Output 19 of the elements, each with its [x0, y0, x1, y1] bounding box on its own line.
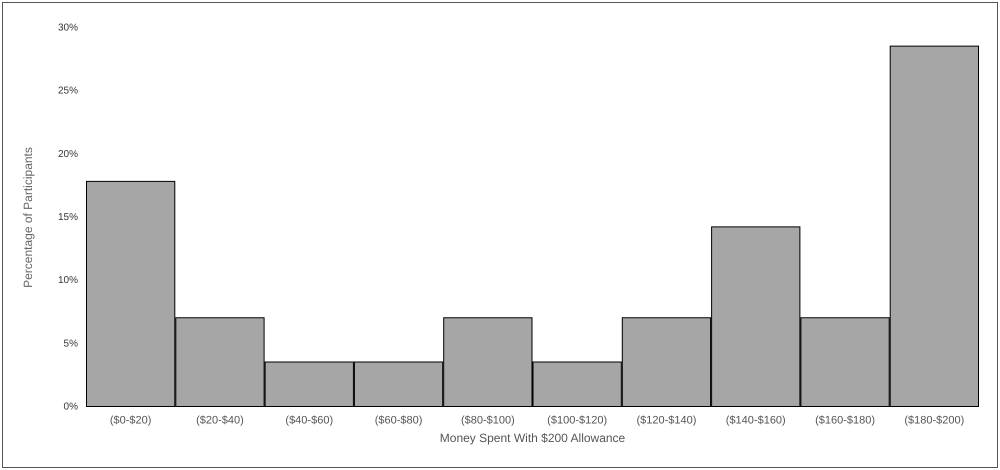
x-tick-label: ($40-$60) — [285, 414, 334, 426]
y-axis-title: Percentage of Participants — [21, 147, 35, 288]
x-tick-label: ($60-$80) — [374, 414, 422, 426]
x-tick-label: ($100-$120) — [547, 414, 608, 426]
y-tick-label: 15% — [58, 212, 78, 223]
x-tick-label: ($80-$100) — [460, 414, 515, 426]
x-tick-label: ($140-$160) — [726, 414, 786, 426]
y-tick-label: 10% — [58, 275, 78, 286]
x-tick-label: ($0-$20) — [110, 414, 152, 426]
x-axis-title: Money Spent With $200 Allowance — [440, 431, 626, 445]
y-tick-label: 0% — [64, 402, 78, 412]
x-tick-label: ($180-$200) — [904, 414, 964, 426]
y-tick-label: 25% — [58, 86, 78, 97]
y-tick-label: 20% — [58, 148, 78, 160]
x-tick-label: ($20-$40) — [196, 414, 244, 426]
x-tick-label: ($120-$140) — [636, 414, 696, 426]
y-tick-label: 30% — [58, 22, 78, 34]
y-tick-label: 5% — [64, 338, 78, 350]
x-tick-label: ($160-$180) — [815, 414, 876, 426]
